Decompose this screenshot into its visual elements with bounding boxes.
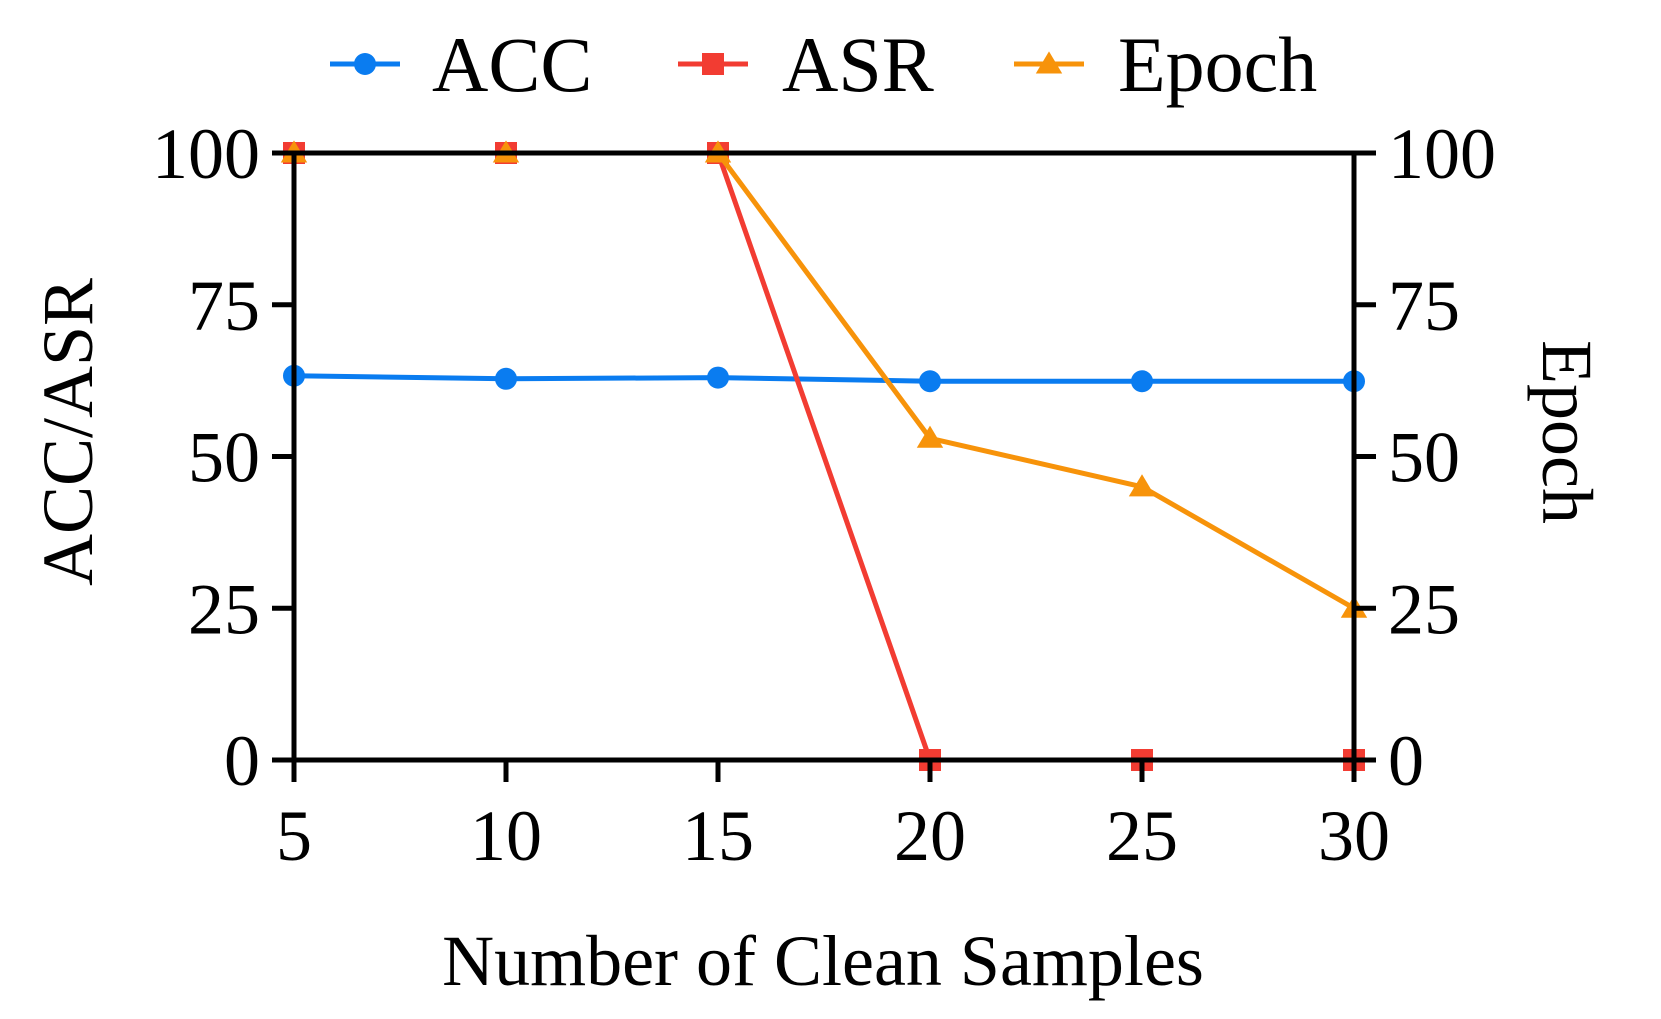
legend: ACC ASR Epoch (330, 21, 1317, 108)
y2-tick-label: 100 (1388, 114, 1496, 194)
asr-legend-label: ASR (782, 21, 934, 108)
y-tick-label: 0 (224, 721, 260, 801)
x-tick-label: 15 (682, 796, 754, 876)
x-tick-label: 25 (1106, 796, 1178, 876)
epoch-legend-marker (1035, 51, 1063, 74)
y2-tick-label: 75 (1388, 266, 1460, 346)
acc-legend-label: ACC (432, 21, 592, 108)
x-tick-label: 10 (470, 796, 542, 876)
asr-series-line (294, 150, 1354, 763)
y2-tick-label: 25 (1388, 569, 1460, 649)
acc-series-line (293, 373, 1354, 384)
epoch-point (916, 425, 944, 448)
y-tick-label: 100 (152, 114, 260, 194)
x-tick-label: 30 (1318, 796, 1390, 876)
epoch-point (1128, 474, 1156, 497)
x-tick-label: 20 (894, 796, 966, 876)
x-tick-label: 5 (276, 796, 312, 876)
y-axis-title: ACC/ASR (28, 278, 108, 586)
acc-point (707, 366, 729, 389)
acc-legend-marker (354, 53, 376, 75)
acc-point (1131, 370, 1153, 393)
y2-tick-label: 0 (1388, 721, 1424, 801)
y-tick-label: 50 (188, 418, 260, 498)
y2-axis-title: Epoch (1527, 340, 1607, 524)
x-axis-title: Number of Clean Samples (442, 921, 1204, 1001)
y-tick-label: 25 (188, 569, 260, 649)
y2-tick-label: 50 (1388, 418, 1460, 498)
acc-point (495, 367, 517, 390)
acc-point (919, 370, 941, 393)
series-layer (280, 140, 1368, 771)
y-tick-label: 75 (188, 266, 260, 346)
epoch-legend-label: Epoch (1118, 21, 1317, 108)
asr-legend-marker (702, 53, 724, 75)
